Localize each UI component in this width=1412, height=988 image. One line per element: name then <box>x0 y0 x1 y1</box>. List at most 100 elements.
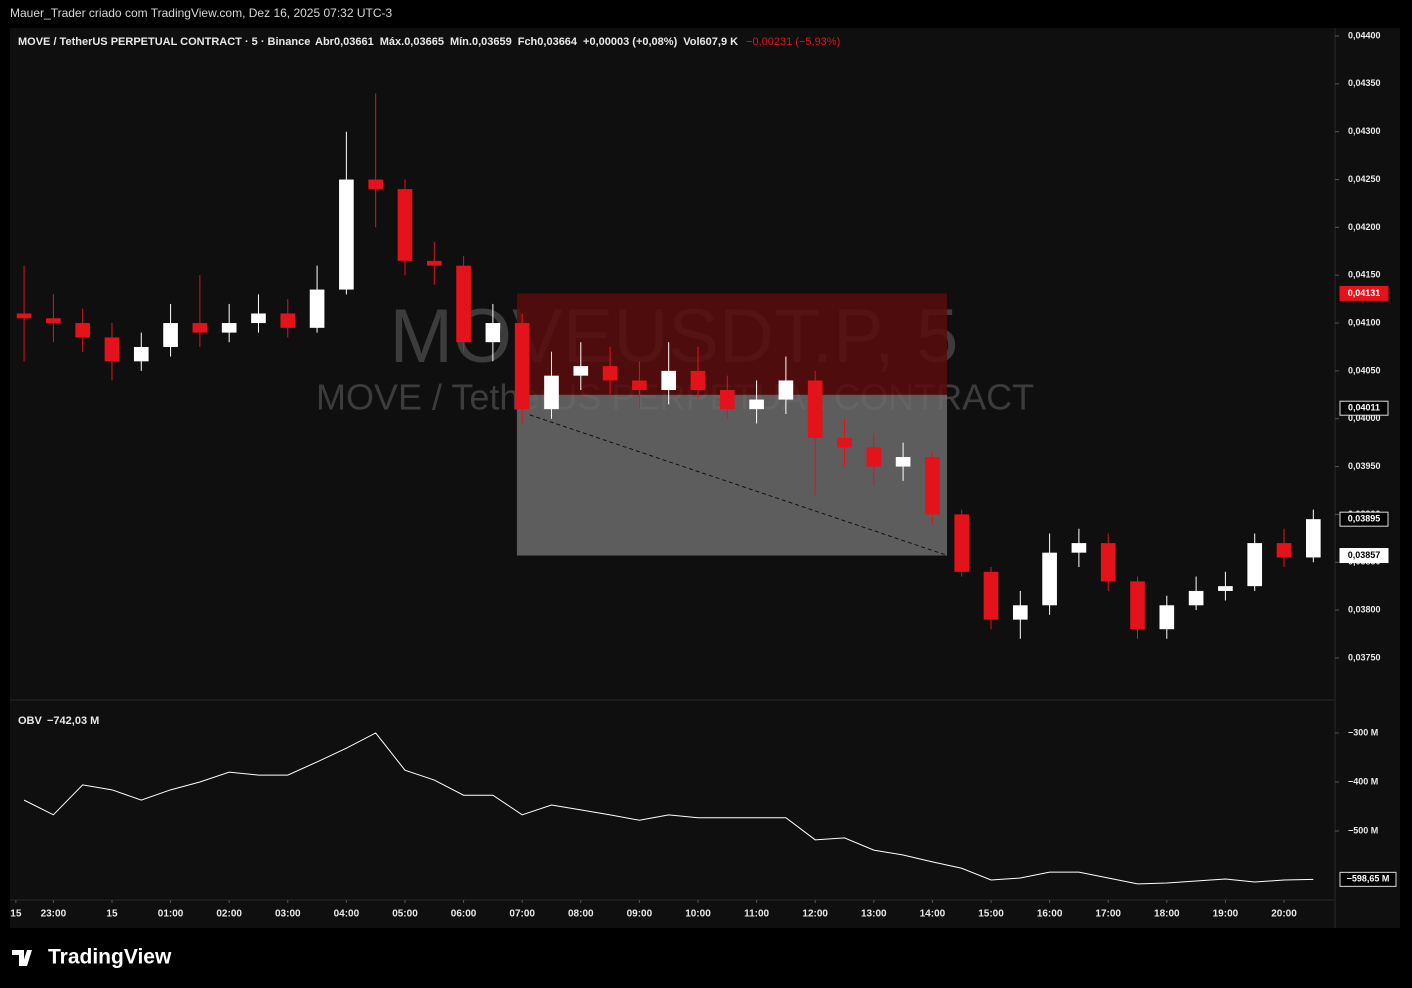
x-tick-label: 10:00 <box>685 909 711 920</box>
obv-last-label: −598,65 M <box>1347 874 1390 884</box>
legend-symbol: MOVE / TetherUS PERPETUAL CONTRACT · 5 ·… <box>18 36 310 48</box>
candle-body <box>192 323 208 333</box>
x-tick-label: 18:00 <box>1154 909 1180 920</box>
y-tick-label: 0,04050 <box>1348 365 1381 375</box>
x-tick-label: 20:00 <box>1271 909 1297 920</box>
obv-tick-label: −500 M <box>1348 825 1378 835</box>
candle-body <box>251 313 266 324</box>
candle-body <box>632 380 647 391</box>
price-label-box <box>1339 400 1389 416</box>
price-label: 0,04011 <box>1348 403 1380 413</box>
candle-body <box>690 370 706 391</box>
x-tick-label: 02:00 <box>216 909 242 920</box>
logo-mark <box>12 950 32 966</box>
candle-body <box>1188 590 1204 606</box>
obv-tick-label: −300 M <box>1348 727 1378 737</box>
price-label-box <box>1339 548 1389 564</box>
candle-body <box>866 447 882 467</box>
y-tick-label: 0,04100 <box>1348 317 1381 327</box>
trendline <box>529 414 945 556</box>
y-tick-label: 0,04250 <box>1348 174 1381 184</box>
credit: Mauer_Trader criado com TradingView.com,… <box>10 6 393 20</box>
candle-body <box>778 380 794 400</box>
y-tick-label: 0,03750 <box>1348 652 1381 662</box>
candle-body <box>719 390 735 410</box>
candle-body <box>309 289 325 328</box>
ohlc-value: 0,03664 <box>537 36 578 48</box>
obv-last-box <box>1339 871 1397 887</box>
candle-body <box>983 571 999 620</box>
candle-body <box>1159 605 1175 630</box>
candle-body <box>1218 586 1233 591</box>
price-label-box <box>1339 511 1389 527</box>
candle-body <box>514 323 530 410</box>
candle-body <box>661 370 677 391</box>
x-tick-label: 23:00 <box>41 909 67 920</box>
ohlc-label: Máx. <box>380 36 404 48</box>
price-label: 0,03895 <box>1348 514 1381 524</box>
candle-body <box>925 456 940 515</box>
ohlc-label: Mín. <box>450 36 472 48</box>
y-tick-label: 0,04000 <box>1348 413 1381 423</box>
candle-body <box>1012 605 1028 620</box>
candle-body <box>573 366 589 376</box>
x-tick-label: 11:00 <box>744 909 769 920</box>
zone <box>516 293 948 395</box>
logo <box>12 950 32 966</box>
candle-body <box>1247 543 1263 587</box>
x-tick-label: 06:00 <box>451 909 477 920</box>
candle-body <box>895 456 911 467</box>
candle-body <box>1305 519 1321 558</box>
candle-body <box>221 323 237 333</box>
y-tick-label: 0,04350 <box>1348 78 1381 88</box>
x-tick-label: 01:00 <box>158 909 184 920</box>
price-label: 0,04131 <box>1348 288 1381 298</box>
legend-ohlc: Abr0,03661 Máx.0,03665 Mín.0,03659 Fch0,036… <box>315 36 840 48</box>
y-tick-label: 0,04150 <box>1348 270 1381 280</box>
candle-body <box>544 375 559 410</box>
x-tick-label: 15 <box>106 909 118 920</box>
candle-body <box>1071 543 1087 553</box>
ohlc-value: 0,03659 <box>472 36 512 48</box>
day-change: −0,00231 (−5,93%) <box>746 36 840 48</box>
y-tick-label: 0,03950 <box>1348 461 1381 471</box>
ohlc-label: Abr <box>315 36 335 48</box>
obv-line <box>23 732 1314 885</box>
x-tick-label: 05:00 <box>392 909 418 920</box>
y-tick-label: 0,04300 <box>1348 126 1381 136</box>
x-tick-label: 08:00 <box>568 909 594 920</box>
zone <box>516 394 948 556</box>
candle-body <box>1130 581 1145 630</box>
candle-body <box>133 346 149 362</box>
x-tick-label: 16:00 <box>1037 909 1063 920</box>
candle-body <box>1276 543 1292 558</box>
candle-body <box>485 323 501 343</box>
candle-body <box>46 318 61 324</box>
price-label: 0,03857 <box>1348 550 1381 560</box>
candle-body <box>807 380 823 438</box>
y-tick-label: 0,04200 <box>1348 222 1381 232</box>
candle-body <box>456 265 471 343</box>
candle-body <box>104 337 120 362</box>
x-tick-label: 04:00 <box>334 909 360 920</box>
x-tick-label: 17:00 <box>1095 909 1121 920</box>
candle-body <box>75 323 90 338</box>
candle-body <box>16 313 32 319</box>
x-tick-label: 15:00 <box>978 909 1004 920</box>
candle-body <box>837 437 852 448</box>
candle-body <box>954 514 970 572</box>
x-tick-label: 12:00 <box>802 909 828 920</box>
x-tick-label: 14:00 <box>920 909 946 920</box>
ohlc-value: 0,03661 <box>334 36 374 48</box>
volume-label: Vol <box>683 36 699 48</box>
price-label-box <box>1339 285 1389 301</box>
candle-body <box>1042 552 1057 606</box>
brand: TradingView <box>48 946 172 969</box>
y-tick-label: 0,04400 <box>1348 30 1381 40</box>
candle-body <box>397 189 413 261</box>
ohlc-value: 0,03665 <box>404 36 444 48</box>
candle-body <box>368 179 384 190</box>
x-tick-label: 15 <box>10 909 22 920</box>
x-tick-label: 13:00 <box>861 909 887 920</box>
